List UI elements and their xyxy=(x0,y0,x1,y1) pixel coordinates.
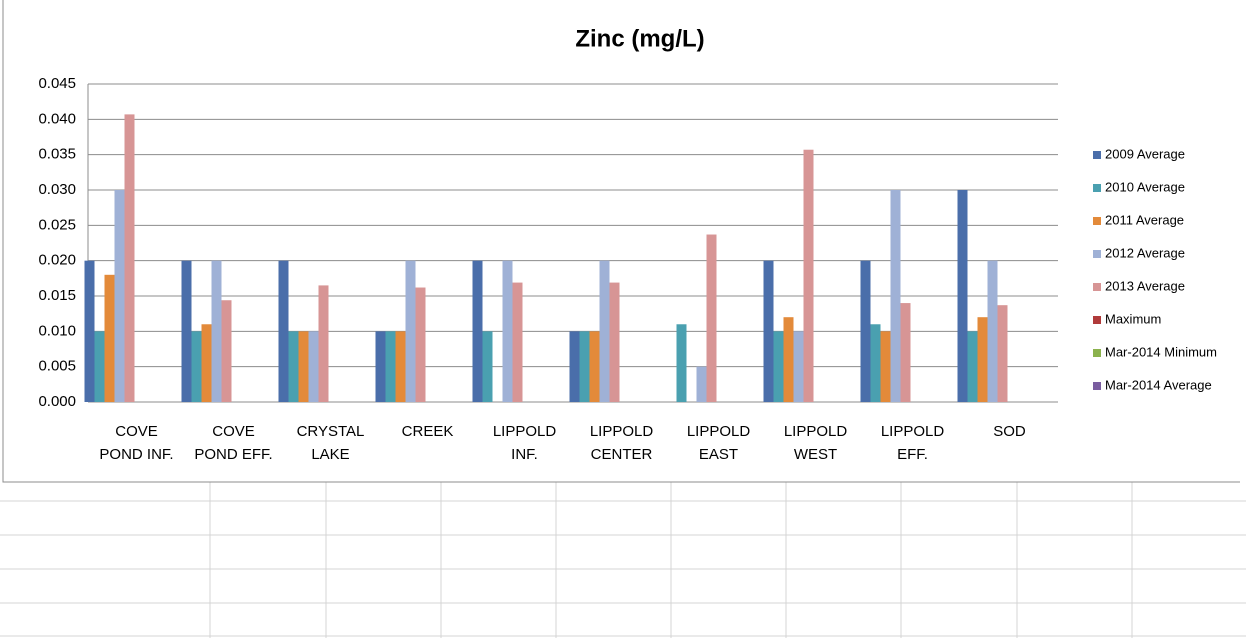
bar xyxy=(890,190,901,402)
bar xyxy=(696,366,707,402)
bar xyxy=(773,331,784,402)
y-tick-label: 0.045 xyxy=(38,75,76,92)
x-tick-label: COVE POND INF. xyxy=(99,423,173,463)
bar xyxy=(803,149,814,402)
bar xyxy=(94,331,105,402)
legend-swatch xyxy=(1093,250,1101,258)
bar xyxy=(278,260,289,402)
legend-label: 2009 Average xyxy=(1105,146,1185,161)
y-tick-label: 0.025 xyxy=(38,216,76,233)
bar xyxy=(569,331,580,402)
y-tick-label: 0.030 xyxy=(38,181,76,198)
bar xyxy=(124,114,135,403)
bar xyxy=(860,260,871,402)
x-tick-label: LIPPOLD CENTER xyxy=(590,423,654,463)
bar xyxy=(900,303,911,402)
bar xyxy=(967,331,978,402)
bar xyxy=(763,260,774,402)
legend-label: 2010 Average xyxy=(1105,179,1185,194)
bar xyxy=(104,274,115,402)
bar xyxy=(502,260,513,402)
bar xyxy=(512,282,523,402)
legend-label: 2011 Average xyxy=(1105,212,1184,227)
legend-label: Mar-2014 Average xyxy=(1105,377,1212,392)
bar xyxy=(375,331,386,402)
bar xyxy=(599,260,610,402)
bar xyxy=(706,234,717,402)
bar xyxy=(308,331,319,402)
legend-label: Mar-2014 Minimum xyxy=(1105,344,1217,359)
legend-swatch xyxy=(1093,184,1101,192)
y-tick-label: 0.010 xyxy=(38,322,76,339)
bar xyxy=(318,285,329,402)
y-tick-label: 0.035 xyxy=(38,146,76,163)
bar xyxy=(793,331,804,402)
spreadsheet-grid xyxy=(0,482,1246,638)
legend-swatch xyxy=(1093,349,1101,357)
bar xyxy=(870,324,881,402)
x-tick-label: LIPPOLD WEST xyxy=(784,423,848,463)
bar xyxy=(181,260,192,402)
bar xyxy=(482,331,493,402)
bar xyxy=(221,300,232,402)
legend-label: 2013 Average xyxy=(1105,278,1185,293)
legend-label: Maximum xyxy=(1105,311,1161,326)
chart-title: Zinc (mg/L) xyxy=(575,25,704,52)
x-tick-label: LIPPOLD EFF. xyxy=(881,423,945,463)
y-tick-label: 0.020 xyxy=(38,252,76,269)
bar xyxy=(957,190,968,402)
x-tick-label: LIPPOLD EAST xyxy=(687,423,751,463)
bar xyxy=(298,331,309,402)
bar xyxy=(288,331,299,402)
legend-swatch xyxy=(1093,217,1101,225)
legend-swatch xyxy=(1093,283,1101,291)
bar xyxy=(977,317,988,402)
legend-swatch xyxy=(1093,151,1101,159)
bar xyxy=(385,331,396,402)
bar xyxy=(415,287,426,402)
bar xyxy=(609,282,620,402)
bar xyxy=(579,331,590,402)
bar xyxy=(783,317,794,402)
bar xyxy=(201,324,212,402)
bar xyxy=(472,260,483,402)
bar xyxy=(880,331,891,402)
legend-label: 2012 Average xyxy=(1105,245,1185,260)
bar xyxy=(395,331,406,402)
bar xyxy=(405,260,416,402)
x-tick-label: CREEK xyxy=(402,423,454,440)
y-tick-label: 0.015 xyxy=(38,287,76,304)
bar xyxy=(589,331,600,402)
legend-swatch xyxy=(1093,382,1101,390)
bar xyxy=(997,305,1008,402)
y-tick-label: 0.005 xyxy=(38,358,76,375)
bar xyxy=(191,331,202,402)
bar xyxy=(114,190,125,402)
x-tick-label: LIPPOLD INF. xyxy=(493,423,557,463)
bar xyxy=(211,260,222,402)
x-tick-label: CRYSTAL LAKE xyxy=(297,423,365,463)
bar xyxy=(987,260,998,402)
bar xyxy=(676,324,687,402)
y-tick-label: 0.000 xyxy=(38,393,76,410)
legend-swatch xyxy=(1093,316,1101,324)
chart-border xyxy=(2,0,1240,483)
y-tick-label: 0.040 xyxy=(38,110,76,127)
bar xyxy=(84,260,95,402)
x-tick-label: COVE POND EFF. xyxy=(194,423,272,463)
x-tick-label: SOD xyxy=(993,423,1026,440)
